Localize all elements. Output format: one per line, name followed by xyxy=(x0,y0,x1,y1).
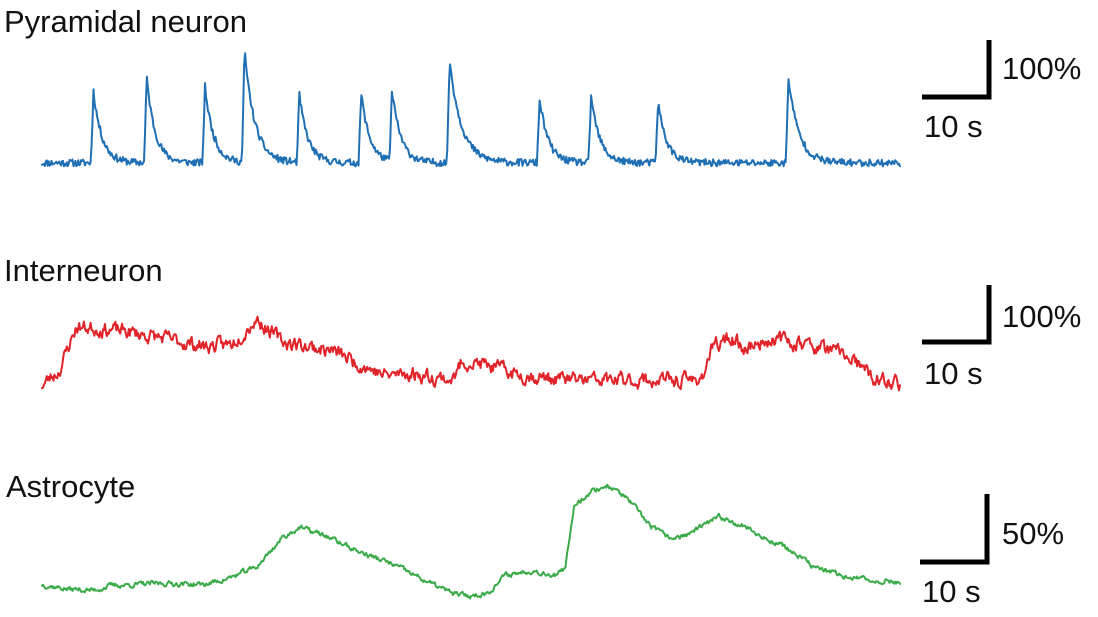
scale-bar-lines xyxy=(922,40,992,100)
panel-title-astrocyte: Astrocyte xyxy=(6,469,135,504)
scale-bar-astrocyte: 50% 10 s xyxy=(920,494,1064,609)
panel-title-pyramidal-neuron: Pyramidal neuron xyxy=(4,4,247,39)
scale-bar-x-label: 10 s xyxy=(922,574,981,609)
panel-title-interneuron: Interneuron xyxy=(4,253,163,288)
scale-bar-x-label: 10 s xyxy=(924,356,983,391)
panel-pyramidal-neuron: Pyramidal neuron 100% 10 s xyxy=(4,4,1081,168)
scale-bar-y-label: 100% xyxy=(1002,51,1081,86)
trace-interneuron xyxy=(41,315,901,392)
trace-line-astrocyte xyxy=(41,483,901,600)
trace-astrocyte xyxy=(41,483,901,600)
scale-bar-lines xyxy=(920,494,990,565)
panel-interneuron: Interneuron 100% 10 s xyxy=(4,253,1081,392)
scale-bar-x-label: 10 s xyxy=(924,109,983,144)
scale-bar-interneuron: 100% 10 s xyxy=(922,285,1081,391)
trace-pyramidal-neuron xyxy=(41,52,901,168)
trace-line-pyramidal-neuron xyxy=(41,52,901,168)
trace-line-interneuron xyxy=(41,315,901,392)
scale-bar-pyramidal-neuron: 100% 10 s xyxy=(922,40,1081,144)
scale-bar-y-label: 100% xyxy=(1002,299,1081,334)
panel-astrocyte: Astrocyte 50% 10 s xyxy=(6,469,1064,609)
scale-bar-lines xyxy=(922,285,992,345)
scale-bar-y-label: 50% xyxy=(1002,516,1064,551)
